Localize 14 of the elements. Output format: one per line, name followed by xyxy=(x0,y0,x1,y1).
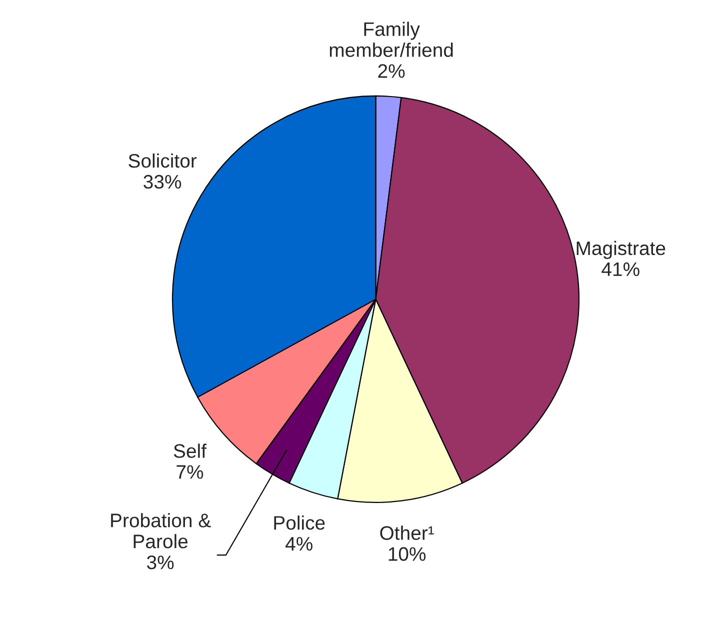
data-label: 2% xyxy=(378,64,405,78)
slice-label: Solicitor xyxy=(128,153,197,168)
slice-label: Magistrate xyxy=(576,240,666,260)
slice-label: Other¹ xyxy=(380,526,434,540)
slice-label: Family member/friend xyxy=(330,22,453,57)
slice-label: Police xyxy=(274,515,325,530)
data-label: 41% xyxy=(602,262,640,276)
data-label: 4% xyxy=(286,537,312,551)
data-label: 7% xyxy=(176,465,204,479)
slice-label: Probation & Parole xyxy=(111,513,211,548)
slice-label: Self xyxy=(174,444,207,458)
data-label: 10% xyxy=(388,547,426,561)
data-label: 33% xyxy=(144,174,182,189)
data-label: 3% xyxy=(146,555,174,570)
